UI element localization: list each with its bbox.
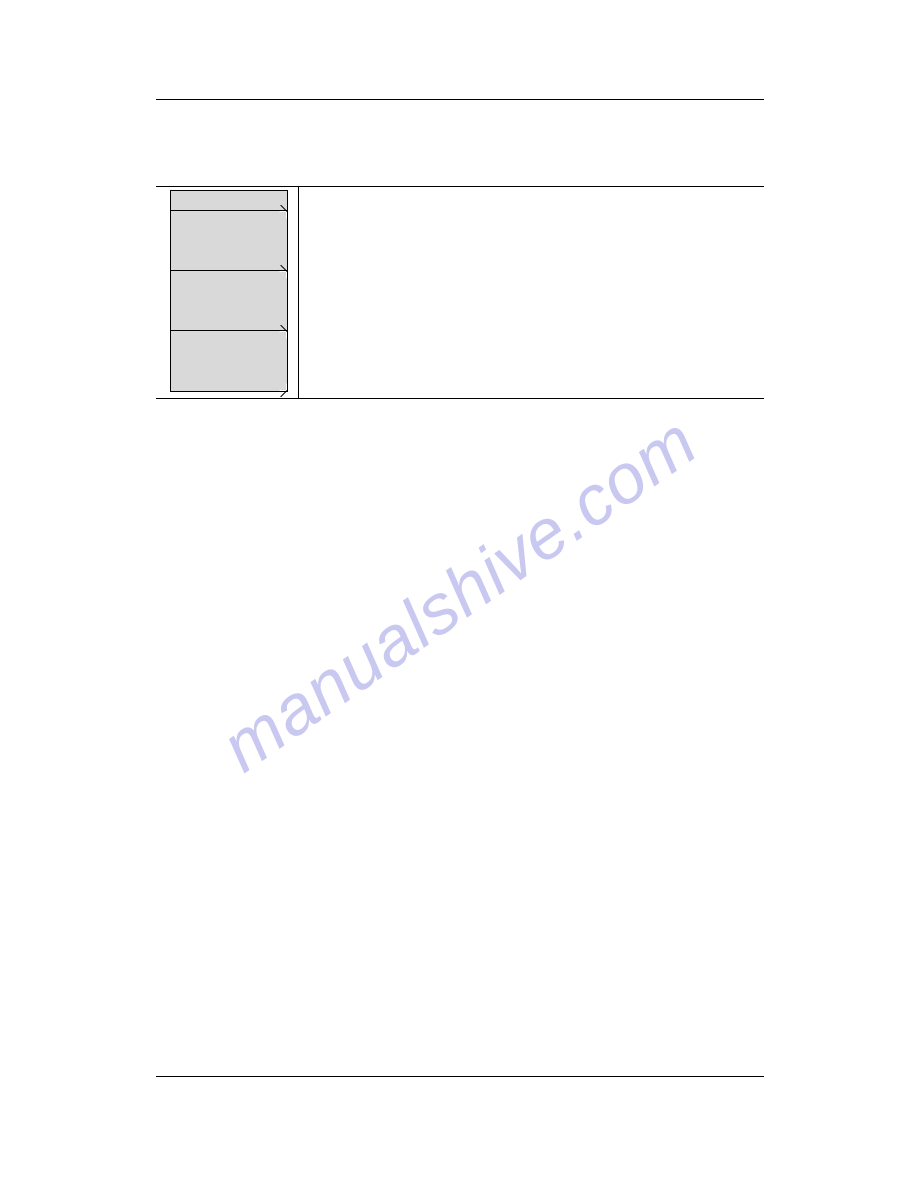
column-divider (298, 186, 299, 398)
divider-section-bottom (156, 398, 764, 399)
divider-section-top (156, 186, 764, 187)
softkey-3 (171, 331, 287, 391)
softkey-1 (171, 211, 287, 271)
watermark: manualshive.com (207, 401, 711, 788)
page: manualshive.com (0, 0, 918, 1188)
softkey-header (171, 191, 287, 211)
softkey-2 (171, 271, 287, 331)
divider-top (156, 99, 764, 100)
divider-bottom (156, 1076, 764, 1077)
softkey-column (170, 190, 288, 392)
